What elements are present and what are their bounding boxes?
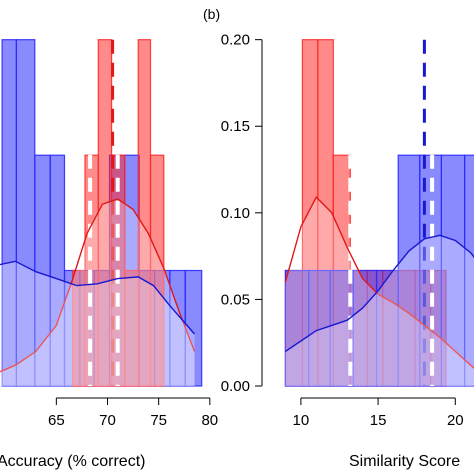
histogram-bar-blue [464, 154, 474, 387]
panel-tag: (b) [203, 6, 220, 22]
x-axis-label-similarity: Similarity Score [349, 453, 460, 470]
density-area-red [285, 197, 474, 386]
y-tick-label: 0.15 [221, 118, 250, 135]
x-tick-label: 75 [150, 412, 167, 429]
y-tick-label: 0.00 [221, 378, 250, 395]
x-tick-label: 80 [201, 412, 218, 429]
density-area-blue [0, 261, 195, 386]
x-axis-label-accuracy: Accuracy (% correct) [0, 453, 145, 470]
density-line-red [284, 196, 474, 370]
x-tick-label: 20 [447, 412, 464, 429]
y-tick-label: 0.10 [221, 205, 250, 222]
panel-similarity: (b) 10 15 20 0.00 0.05 0.10 0.15 0.20 Similarit… [203, 6, 474, 470]
density-line-blue [285, 234, 474, 352]
x-tick-label: 65 [48, 412, 65, 429]
y-tick-label: 0.05 [221, 291, 250, 308]
panel-accuracy: 65 70 75 80 Accuracy (% correct) [0, 39, 218, 470]
histogram-bar-red [149, 154, 165, 387]
y-tick-label: 0.20 [221, 32, 250, 49]
x-tick-label: 15 [370, 412, 387, 429]
density-line-blue [0, 260, 196, 335]
density-area-blue [285, 235, 474, 386]
x-tick-label: 10 [293, 412, 310, 429]
density-area-red [0, 199, 195, 386]
density-line-red [0, 198, 196, 373]
x-tick-label: 70 [99, 412, 116, 429]
